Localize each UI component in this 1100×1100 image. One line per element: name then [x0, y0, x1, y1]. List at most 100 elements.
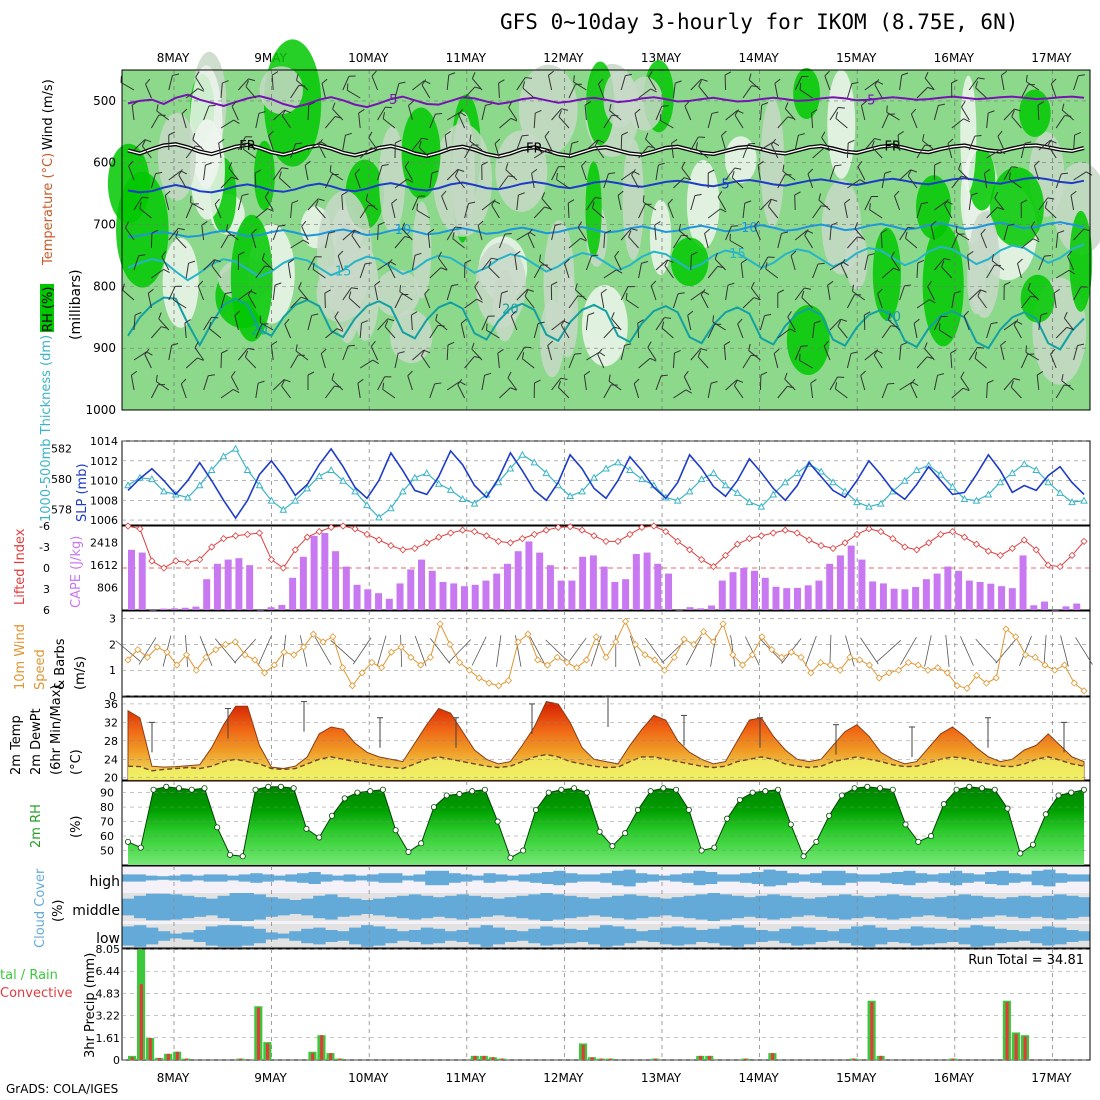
cloud-cover-bar	[1031, 870, 1044, 886]
thickness-point	[183, 493, 192, 501]
wind10m-point	[631, 640, 639, 649]
li-point	[243, 530, 252, 538]
wind-barb	[368, 131, 379, 151]
wind-barb	[272, 167, 289, 181]
wind-barb	[359, 262, 372, 279]
cape-bar	[783, 588, 791, 610]
thickness-point	[363, 501, 371, 509]
wind-barb	[133, 312, 142, 331]
date-label-bottom: 11MAY	[446, 1071, 487, 1085]
cape-bar	[643, 552, 651, 610]
wind-barb	[341, 191, 348, 211]
thickness-point	[160, 487, 168, 495]
wind-barb	[464, 201, 476, 219]
thickness-point	[817, 467, 825, 475]
wind-barb	[829, 106, 845, 121]
wind10m-point	[934, 664, 942, 672]
li-point	[1080, 537, 1088, 545]
wind-barb	[435, 313, 448, 331]
wind10m-point	[953, 682, 961, 690]
wind-barb	[547, 340, 554, 361]
cloud-cover-bar	[372, 898, 386, 916]
wind-barb	[255, 380, 265, 399]
wind-barb	[527, 228, 535, 249]
li-point	[554, 523, 562, 531]
rh2m-point	[214, 824, 221, 831]
thickness-point	[267, 496, 276, 504]
cloud-cover-bar	[384, 897, 398, 917]
wind-barb	[986, 149, 1006, 159]
isotherm-label: FR	[885, 139, 902, 154]
thickness-point	[219, 452, 228, 460]
wind-barb	[938, 323, 953, 339]
cloud-cover-bar	[740, 873, 753, 883]
wind-barb	[1020, 199, 1028, 219]
wind-barb	[812, 147, 831, 159]
rh2m-point	[430, 804, 437, 811]
wind-barb	[237, 136, 253, 151]
wind10m-point	[690, 640, 698, 649]
cloud-cover-bar	[337, 897, 350, 917]
wind-barb	[661, 321, 674, 339]
wind-barb	[916, 259, 925, 279]
wind-barb	[608, 374, 622, 391]
cloud-cover-bar	[432, 928, 446, 944]
wind10m-point	[368, 658, 376, 667]
wind-barb	[237, 251, 245, 270]
wind-barb	[307, 256, 322, 271]
cloud-cover-bar	[922, 927, 936, 945]
wind-barb	[748, 343, 761, 361]
wind-barb	[991, 254, 1005, 271]
precip-convective-bar	[653, 1058, 657, 1060]
wind-barb	[551, 223, 562, 241]
wind-barb	[464, 259, 472, 279]
wind-barb	[498, 290, 509, 309]
li-point	[506, 539, 514, 547]
wind-barb	[1003, 281, 1011, 301]
wind-barb	[144, 348, 152, 369]
wind-barb	[499, 117, 518, 129]
wind10m-point	[1060, 661, 1069, 669]
wind-barb	[220, 388, 240, 399]
rh2m-point	[125, 838, 132, 845]
cloud-cover-bar	[588, 927, 601, 945]
precip-convective-bar	[500, 1058, 504, 1060]
cloud-cover-bar	[355, 875, 368, 881]
wind-barb	[648, 71, 657, 91]
thickness-point	[984, 490, 993, 498]
wind-barb	[155, 374, 170, 391]
page-title: GFS 0~10day 3-hourly for IKOM (8.75E, 6N…	[500, 10, 1019, 34]
thickness-axis-label: 1000-500mb Thickness (dm)	[39, 335, 54, 522]
wind10m-point	[651, 656, 659, 664]
cloud-cover-bar	[436, 870, 450, 886]
wind-barb	[724, 71, 732, 91]
li-point	[638, 523, 646, 531]
wind-barb	[370, 340, 379, 361]
cloud-cover-bar	[903, 870, 916, 886]
wind-barb	[655, 317, 672, 331]
wind-barb	[655, 105, 669, 121]
wind-barb	[1055, 172, 1069, 189]
cloud-cover-bar	[301, 898, 314, 916]
wind-barb	[225, 224, 239, 241]
cloud-cover-bar	[856, 874, 869, 882]
wind10m-barb	[960, 636, 974, 666]
cape-bar	[901, 589, 909, 610]
li-point	[698, 556, 706, 564]
li-point	[160, 564, 168, 572]
rh2m-point	[481, 786, 488, 793]
cloud-cover-bar	[122, 926, 135, 946]
cloud-cover-bar	[763, 869, 776, 887]
li-point	[435, 533, 443, 541]
cape-bar	[246, 565, 254, 610]
wind-barb	[1067, 250, 1075, 271]
isotherm-label: 5	[721, 178, 729, 193]
date-label-top: 11MAY	[446, 51, 487, 65]
thickness-point	[351, 487, 359, 495]
precip-convective-bar	[238, 1058, 243, 1060]
cloud-cover-bar	[623, 894, 637, 920]
wind-barb	[794, 75, 809, 91]
wind-barb	[516, 192, 525, 211]
wind-barb	[759, 371, 768, 391]
isotherm-line	[127, 296, 1085, 351]
